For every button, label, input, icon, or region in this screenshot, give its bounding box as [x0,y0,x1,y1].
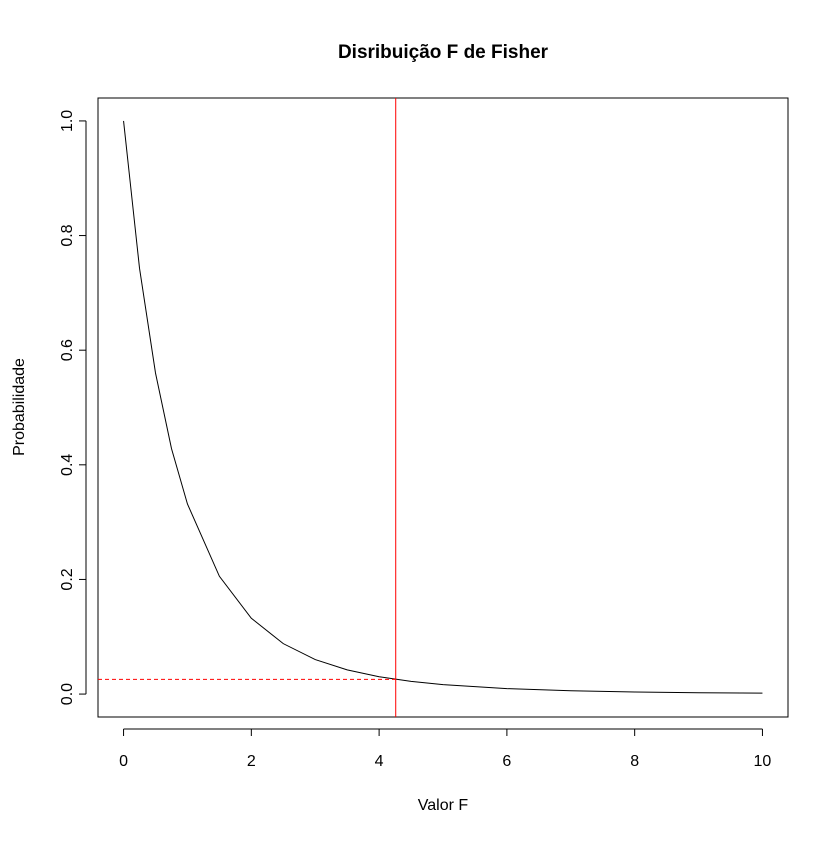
y-tick-label: 0.8 [59,224,76,246]
plot-box [97,97,789,718]
x-tick-label: 0 [119,753,128,770]
x-axis-label: Valor F [418,797,469,814]
x-tick-label: 6 [502,753,511,770]
y-tick-label: 0.2 [59,568,76,590]
y-tick-label: 0.0 [59,683,76,705]
y-tick-label: 0.4 [59,454,76,476]
x-tick-label: 4 [375,753,384,770]
y-tick-label: 0.6 [59,339,76,361]
line-series [123,120,763,694]
x-tick-label: 10 [754,753,772,770]
x-tick-label: 2 [247,753,256,770]
chart-title: Disribuição F de Fisher [338,42,549,63]
y-tick-label: 1.0 [59,110,76,132]
x-tick-label: 8 [630,753,639,770]
y-axis-label: Probabilidade [11,358,28,456]
